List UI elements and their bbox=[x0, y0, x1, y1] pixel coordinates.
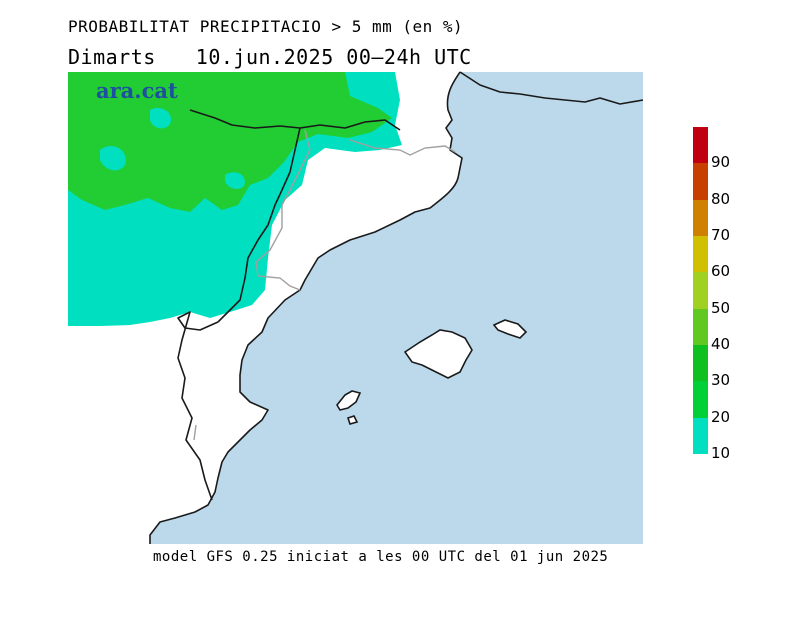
island-mallorca bbox=[403, 329, 473, 379]
map-title: PROBABILITAT PRECIPITACIO > 5 mm (en %) bbox=[68, 17, 464, 36]
scale-tick-label: 10 bbox=[711, 444, 731, 462]
island-ibiza bbox=[336, 390, 362, 411]
precip-patch bbox=[100, 145, 126, 171]
precip-band-20-30 bbox=[68, 72, 392, 212]
precip-patch bbox=[150, 107, 171, 129]
scale-segment bbox=[693, 199, 708, 236]
day-label: Dimarts bbox=[68, 45, 156, 69]
island-menorca bbox=[492, 319, 528, 339]
scale-tick-label: 80 bbox=[711, 189, 731, 208]
region-borders bbox=[193, 129, 456, 441]
scale-tick-label: 50 bbox=[711, 298, 731, 317]
ara-cat-logo: ara.cat bbox=[96, 78, 178, 103]
precip-patch bbox=[225, 172, 245, 189]
island-formentera bbox=[346, 415, 359, 425]
scale-segment bbox=[693, 127, 708, 164]
scale-segment bbox=[693, 272, 708, 309]
scale-segment bbox=[693, 308, 708, 345]
date-range-label: 10.jun.2025 00–24h UTC bbox=[195, 45, 472, 69]
coastline bbox=[149, 71, 644, 544]
scale-segment bbox=[693, 236, 708, 273]
scale-segment bbox=[693, 381, 708, 418]
scale-segment bbox=[693, 345, 708, 382]
scale-tick-label: 30 bbox=[711, 371, 731, 390]
scale-tick-label: 20 bbox=[711, 407, 731, 426]
color-scale: 10 20 30 40 50 60 70 80 90 bbox=[693, 127, 730, 462]
map-subtitle: Dimarts 10.jun.2025 00–24h UTC bbox=[68, 45, 472, 69]
scale-tick-label: 60 bbox=[711, 262, 731, 281]
scale-tick-label: 90 bbox=[711, 153, 731, 172]
scale-segment bbox=[693, 417, 708, 454]
scale-tick-label: 70 bbox=[711, 226, 731, 244]
scale-tick-label: 40 bbox=[711, 335, 731, 353]
model-info: model GFS 0.25 iniciat a les 00 UTC del … bbox=[153, 549, 609, 565]
scale-segment bbox=[693, 163, 708, 200]
